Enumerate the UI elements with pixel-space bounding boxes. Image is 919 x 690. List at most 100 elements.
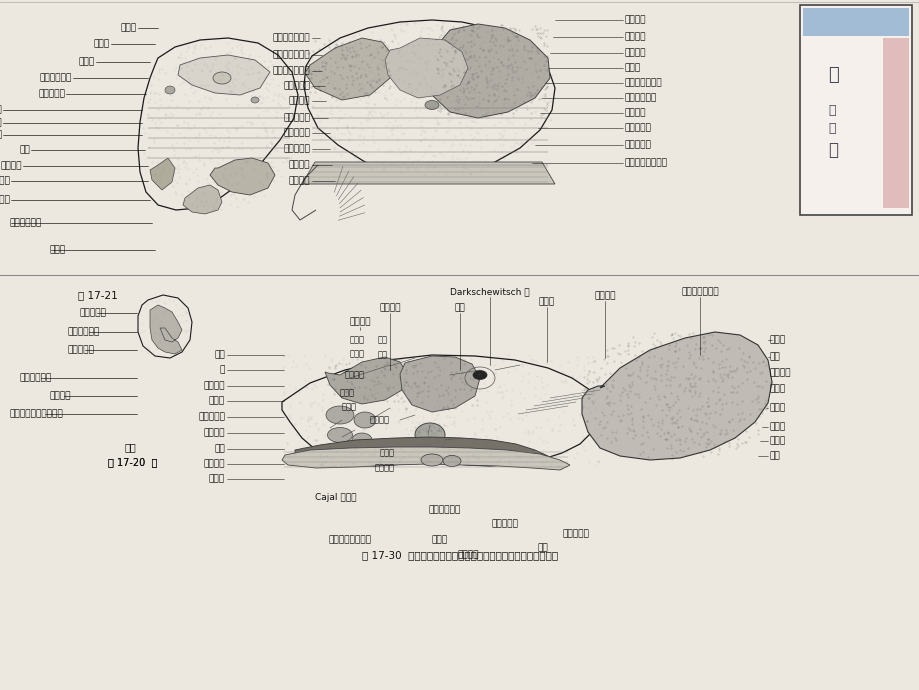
Text: 脊髓小脑前束: 脊髓小脑前束 (20, 373, 52, 382)
Polygon shape (301, 162, 554, 184)
Text: 三叉神经中脑核: 三叉神经中脑核 (272, 66, 310, 75)
Text: 终纹: 终纹 (769, 353, 780, 362)
Text: 红核（小: 红核（小 (203, 460, 225, 469)
Text: 网状结构: 网状结构 (1, 161, 22, 170)
Polygon shape (427, 24, 550, 118)
Text: 丘脑枕: 丘脑枕 (769, 384, 785, 393)
Text: 副神经核: 副神经核 (50, 391, 72, 400)
Bar (882, 38, 908, 208)
Text: 舌下神经核: 舌下神经核 (38, 90, 65, 99)
Ellipse shape (425, 101, 438, 110)
Text: 脑纤维: 脑纤维 (769, 437, 785, 446)
Text: 孤束核: 孤束核 (79, 57, 95, 66)
Polygon shape (324, 357, 407, 404)
Text: 脑脚周: 脑脚周 (209, 397, 225, 406)
Polygon shape (150, 305, 182, 354)
Ellipse shape (414, 423, 445, 447)
Ellipse shape (325, 406, 354, 424)
Text: 红核脊髓束: 红核脊髓束 (80, 308, 107, 317)
Ellipse shape (421, 454, 443, 466)
Text: 未定带: 未定带 (380, 448, 394, 457)
Bar (802, 8, 908, 36)
Text: 大脑水管: 大脑水管 (594, 291, 615, 301)
Text: 滑车神经纤维: 滑车神经纤维 (624, 94, 656, 103)
Text: 了: 了 (827, 141, 837, 159)
Text: 上丘: 上丘 (454, 304, 465, 313)
Text: 三叉神经脊束核尾侧部: 三叉神经脊束核尾侧部 (0, 106, 2, 115)
Text: Darkschewitsch 核: Darkschewitsch 核 (449, 288, 529, 297)
Text: 脊髓丘脑束: 脊髓丘脑束 (68, 346, 95, 355)
Text: 底丘脑核: 底丘脑核 (375, 464, 394, 473)
Text: 顶枕: 顶枕 (214, 444, 225, 453)
Text: 前角运动神经元内侧群: 前角运动神经元内侧群 (10, 409, 63, 419)
Text: 红核（小细胞部）: 红核（小细胞部） (328, 535, 371, 544)
Text: 导水管周围灰质: 导水管周围灰质 (680, 288, 718, 297)
Text: 内侧膝状: 内侧膝状 (203, 382, 225, 391)
Text: 动眼: 动眼 (214, 351, 225, 359)
Text: 网: 网 (220, 366, 225, 375)
Text: 图 17-21: 图 17-21 (78, 290, 118, 300)
Text: 尾状核尾: 尾状核尾 (769, 368, 790, 377)
Text: 锥体: 锥体 (124, 442, 136, 452)
Text: 一: 一 (827, 121, 834, 135)
Polygon shape (210, 158, 275, 195)
Text: 脊髓小脑后束: 脊髓小脑后束 (68, 328, 100, 337)
Polygon shape (384, 38, 468, 98)
Text: 内侧膝: 内侧膝 (349, 335, 365, 344)
Text: 小脑上脚及其交叉: 小脑上脚及其交叉 (624, 159, 667, 168)
Ellipse shape (352, 433, 371, 447)
Polygon shape (305, 38, 394, 100)
Text: 三叉丘系: 三叉丘系 (289, 161, 310, 170)
Text: 弓状核: 弓状核 (50, 246, 66, 255)
Text: 状体核: 状体核 (342, 402, 357, 411)
Text: 下丘臂: 下丘臂 (624, 63, 641, 72)
Text: 动眼神经副核: 动眼神经副核 (428, 506, 460, 515)
Text: 外侧网状核: 外侧网状核 (0, 177, 10, 186)
Text: 下橄榄主核: 下橄榄主核 (0, 195, 10, 204)
Text: 动眼神经: 动眼神经 (203, 428, 225, 437)
Text: 状体核: 状体核 (349, 350, 365, 359)
Text: 缰核脚间束: 缰核脚间束 (562, 529, 589, 538)
Text: 图 17-20  延: 图 17-20 延 (108, 457, 157, 467)
Ellipse shape (443, 455, 460, 466)
Text: 脑脚周核: 脑脚周核 (369, 415, 390, 424)
FancyBboxPatch shape (800, 5, 911, 215)
Polygon shape (400, 356, 480, 412)
Text: 外侧膝状体: 外侧膝状体 (198, 413, 225, 422)
Text: 乳头体: 乳头体 (431, 535, 448, 544)
Text: 腹核: 腹核 (378, 351, 388, 359)
Text: 三叉神经中脑束: 三叉神经中脑束 (624, 79, 662, 88)
Polygon shape (150, 158, 175, 190)
Text: 内侧丘系: 内侧丘系 (345, 371, 365, 380)
Text: 背核: 背核 (378, 335, 388, 344)
Text: 外侧丘系: 外侧丘系 (624, 48, 646, 57)
Text: 一: 一 (827, 104, 834, 117)
Text: 迷走神经背核: 迷走神经背核 (40, 74, 72, 83)
Text: 图 17-20  延: 图 17-20 延 (108, 457, 157, 467)
Text: 内侧副橄榄核: 内侧副橄榄核 (10, 219, 42, 228)
Text: 后连合: 后连合 (539, 297, 554, 306)
Text: 薄束核: 薄束核 (120, 23, 137, 32)
Text: 顶盖前区: 顶盖前区 (379, 304, 401, 313)
Text: Cajal 中介核: Cajal 中介核 (315, 493, 357, 502)
Text: 黑质: 黑质 (537, 544, 548, 553)
Ellipse shape (425, 54, 437, 62)
Polygon shape (183, 185, 221, 214)
Text: 图 17-30  中脑上端与间脑之间水平切面（经后连合），髓鞘染色: 图 17-30 中脑上端与间脑之间水平切面（经后连合），髓鞘染色 (361, 550, 558, 560)
Text: 滑车神经核: 滑车神经核 (283, 128, 310, 137)
Polygon shape (295, 437, 554, 465)
Text: 脊髓丘脑束: 脊髓丘脑束 (283, 113, 310, 123)
Text: 下丘（中央核）: 下丘（中央核） (272, 34, 310, 43)
Ellipse shape (472, 371, 486, 380)
Ellipse shape (354, 412, 376, 428)
Text: 小脑丘: 小脑丘 (769, 422, 785, 431)
Text: 内侧纵束: 内侧纵束 (624, 108, 646, 117)
Ellipse shape (213, 72, 231, 84)
Text: 顶盖脊髓束: 顶盖脊髓束 (624, 141, 652, 150)
Polygon shape (177, 55, 269, 95)
Text: 视辐射: 视辐射 (769, 404, 785, 413)
Text: 被盖中央束: 被盖中央束 (624, 124, 652, 132)
Text: 疑核: 疑核 (19, 146, 30, 155)
Text: 三叉丘系: 三叉丘系 (349, 317, 370, 326)
Ellipse shape (165, 86, 175, 94)
